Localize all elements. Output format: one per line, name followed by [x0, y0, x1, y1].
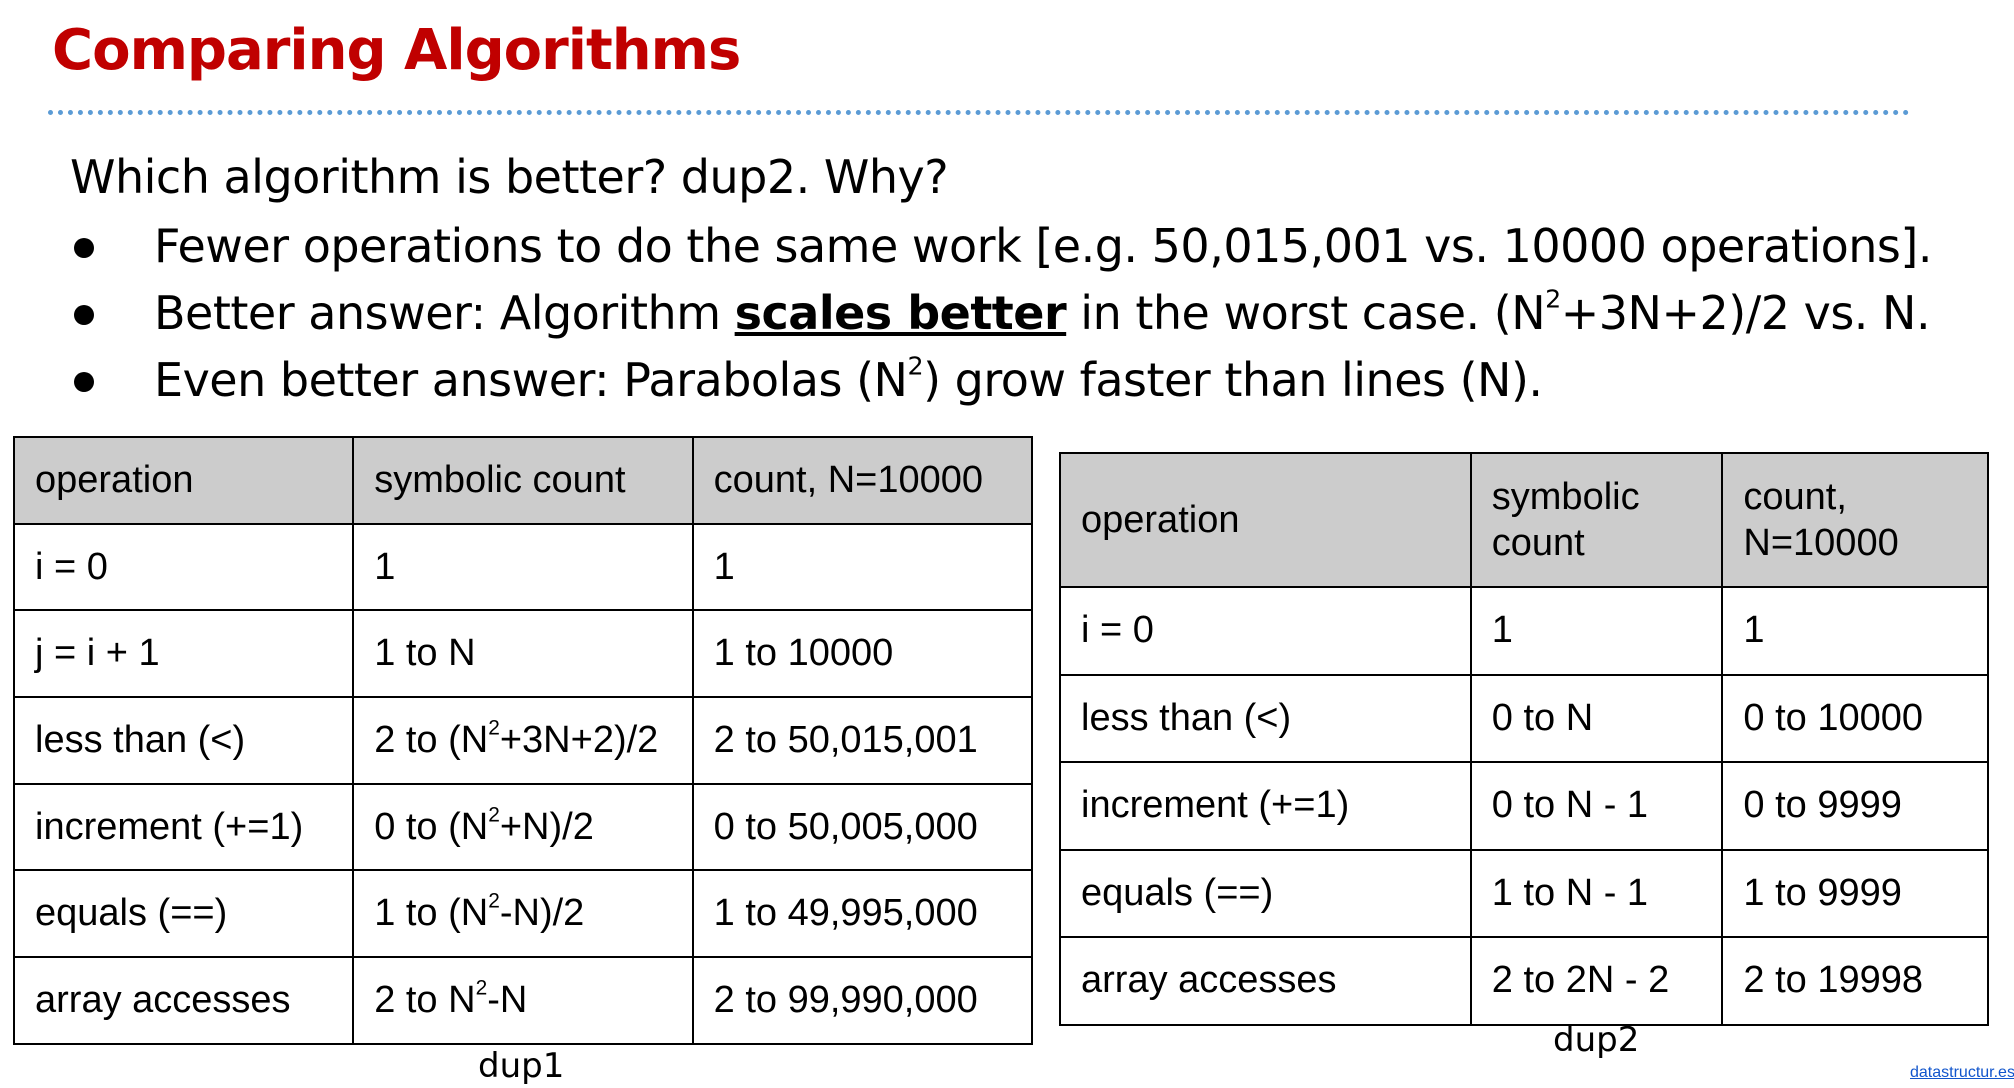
header-count: count, N=10000: [691, 436, 1034, 525]
superscript: 2: [1545, 284, 1561, 314]
cell-operation: i = 0: [1059, 586, 1472, 676]
bullet-text: Fewer operations to do the same work [e.…: [154, 219, 1932, 273]
cell-operation: j = i + 1: [12, 609, 355, 699]
cell-operation: increment (+=1): [1059, 761, 1472, 851]
table-row: less than (<) 0 to N 0 to 10000: [1059, 673, 1989, 763]
dup1-caption: dup1: [478, 1046, 565, 1086]
bullet-dot-icon: [74, 238, 94, 258]
bullet-scales-better: Better answer: Algorithm scales better i…: [70, 285, 1932, 352]
answer-list: Fewer operations to do the same work [e.…: [70, 218, 1932, 419]
cell-count: 1: [691, 522, 1034, 612]
cell-count: 1 to 10000: [691, 609, 1034, 699]
cell-count: 1: [1721, 586, 1989, 676]
bullet-text-post: +3N+2)/2 vs. N.: [1560, 286, 1931, 340]
dup2-table: operation symbolic count count, N=10000 …: [1059, 452, 1989, 1026]
cell-count: 2 to 99,990,000: [691, 956, 1034, 1045]
cell-count: 1 to 49,995,000: [691, 869, 1034, 959]
bullet-parabolas: Even better answer: Parabolas (N2) grow …: [70, 352, 1932, 419]
header-operation: operation: [12, 436, 355, 525]
cell-operation: equals (==): [12, 869, 355, 959]
bullet-emphasis: scales better: [734, 286, 1067, 340]
cell-operation: increment (+=1): [12, 782, 355, 872]
bullet-text-post: ) grow faster than lines (N).: [923, 353, 1543, 407]
table-row: array accesses 2 to N2-N 2 to 99,990,000: [12, 956, 1034, 1045]
cell-operation: array accesses: [12, 956, 355, 1045]
cell-operation: array accesses: [1059, 936, 1472, 1026]
table-row: equals (==) 1 to (N2-N)/2 1 to 49,995,00…: [12, 869, 1034, 959]
table-row: less than (<) 2 to (N2+3N+2)/2 2 to 50,0…: [12, 696, 1034, 785]
bullet-text-mid: in the worst case. (N: [1066, 286, 1546, 340]
cell-operation: equals (==): [1059, 848, 1472, 938]
superscript: 2: [907, 351, 924, 381]
bullet-fewer-operations: Fewer operations to do the same work [e.…: [70, 218, 1932, 285]
cell-symbolic: 1: [352, 522, 694, 612]
cell-count: 2 to 19998: [1721, 936, 1989, 1026]
question-text: Which algorithm is better? dup2. Why?: [70, 150, 949, 204]
cell-operation: i = 0: [12, 522, 355, 612]
cell-symbolic: 0 to N: [1469, 673, 1724, 763]
title-divider: [48, 110, 1910, 115]
table-row: array accesses 2 to 2N - 2 2 to 19998: [1059, 936, 1989, 1026]
table-row: i = 0 1 1: [12, 522, 1034, 612]
source-link[interactable]: datastructur.es: [1910, 1064, 2014, 1081]
header-count: count, N=10000: [1721, 452, 1989, 588]
bullet-dot-icon: [74, 372, 94, 392]
header-symbolic-count: symbolic count: [1469, 452, 1724, 588]
table-row: equals (==) 1 to N - 1 1 to 9999: [1059, 848, 1989, 938]
cell-symbolic: 2 to N2-N: [352, 956, 694, 1045]
table-row: increment (+=1) 0 to N - 1 0 to 9999: [1059, 761, 1989, 851]
slide-title: Comparing Algorithms: [52, 18, 741, 83]
cell-symbolic: 0 to (N2+N)/2: [352, 782, 694, 872]
cell-symbolic: 1 to N - 1: [1469, 848, 1724, 938]
cell-operation: less than (<): [1059, 673, 1472, 763]
table-row: i = 0 1 1: [1059, 586, 1989, 676]
header-operation: operation: [1059, 452, 1472, 588]
cell-symbolic: 1 to N: [352, 609, 694, 699]
dup2-caption: dup2: [1553, 1020, 1640, 1060]
table-row: j = i + 1 1 to N 1 to 10000: [12, 609, 1034, 699]
bullet-text-pre: Better answer: Algorithm: [154, 286, 735, 340]
cell-symbolic: 0 to N - 1: [1469, 761, 1724, 851]
cell-count: 0 to 9999: [1721, 761, 1989, 851]
header-symbolic-count: symbolic count: [352, 436, 694, 525]
bullet-dot-icon: [74, 305, 94, 325]
bullet-text-pre: Even better answer: Parabolas (N: [154, 353, 908, 407]
dup1-table: operation symbolic count count, N=10000 …: [12, 436, 1034, 1045]
cell-symbolic: 2 to (N2+3N+2)/2: [352, 696, 694, 785]
cell-symbolic: 1 to (N2-N)/2: [352, 869, 694, 959]
cell-symbolic: 2 to 2N - 2: [1469, 936, 1724, 1026]
cell-count: 0 to 10000: [1721, 673, 1989, 763]
table-header-row: operation symbolic count count, N=10000: [1059, 452, 1989, 588]
table-row: increment (+=1) 0 to (N2+N)/2 0 to 50,00…: [12, 782, 1034, 872]
cell-operation: less than (<): [12, 696, 355, 785]
cell-count: 0 to 50,005,000: [691, 782, 1034, 872]
table-header-row: operation symbolic count count, N=10000: [12, 436, 1034, 525]
cell-count: 2 to 50,015,001: [691, 696, 1034, 785]
cell-symbolic: 1: [1469, 586, 1724, 676]
cell-count: 1 to 9999: [1721, 848, 1989, 938]
